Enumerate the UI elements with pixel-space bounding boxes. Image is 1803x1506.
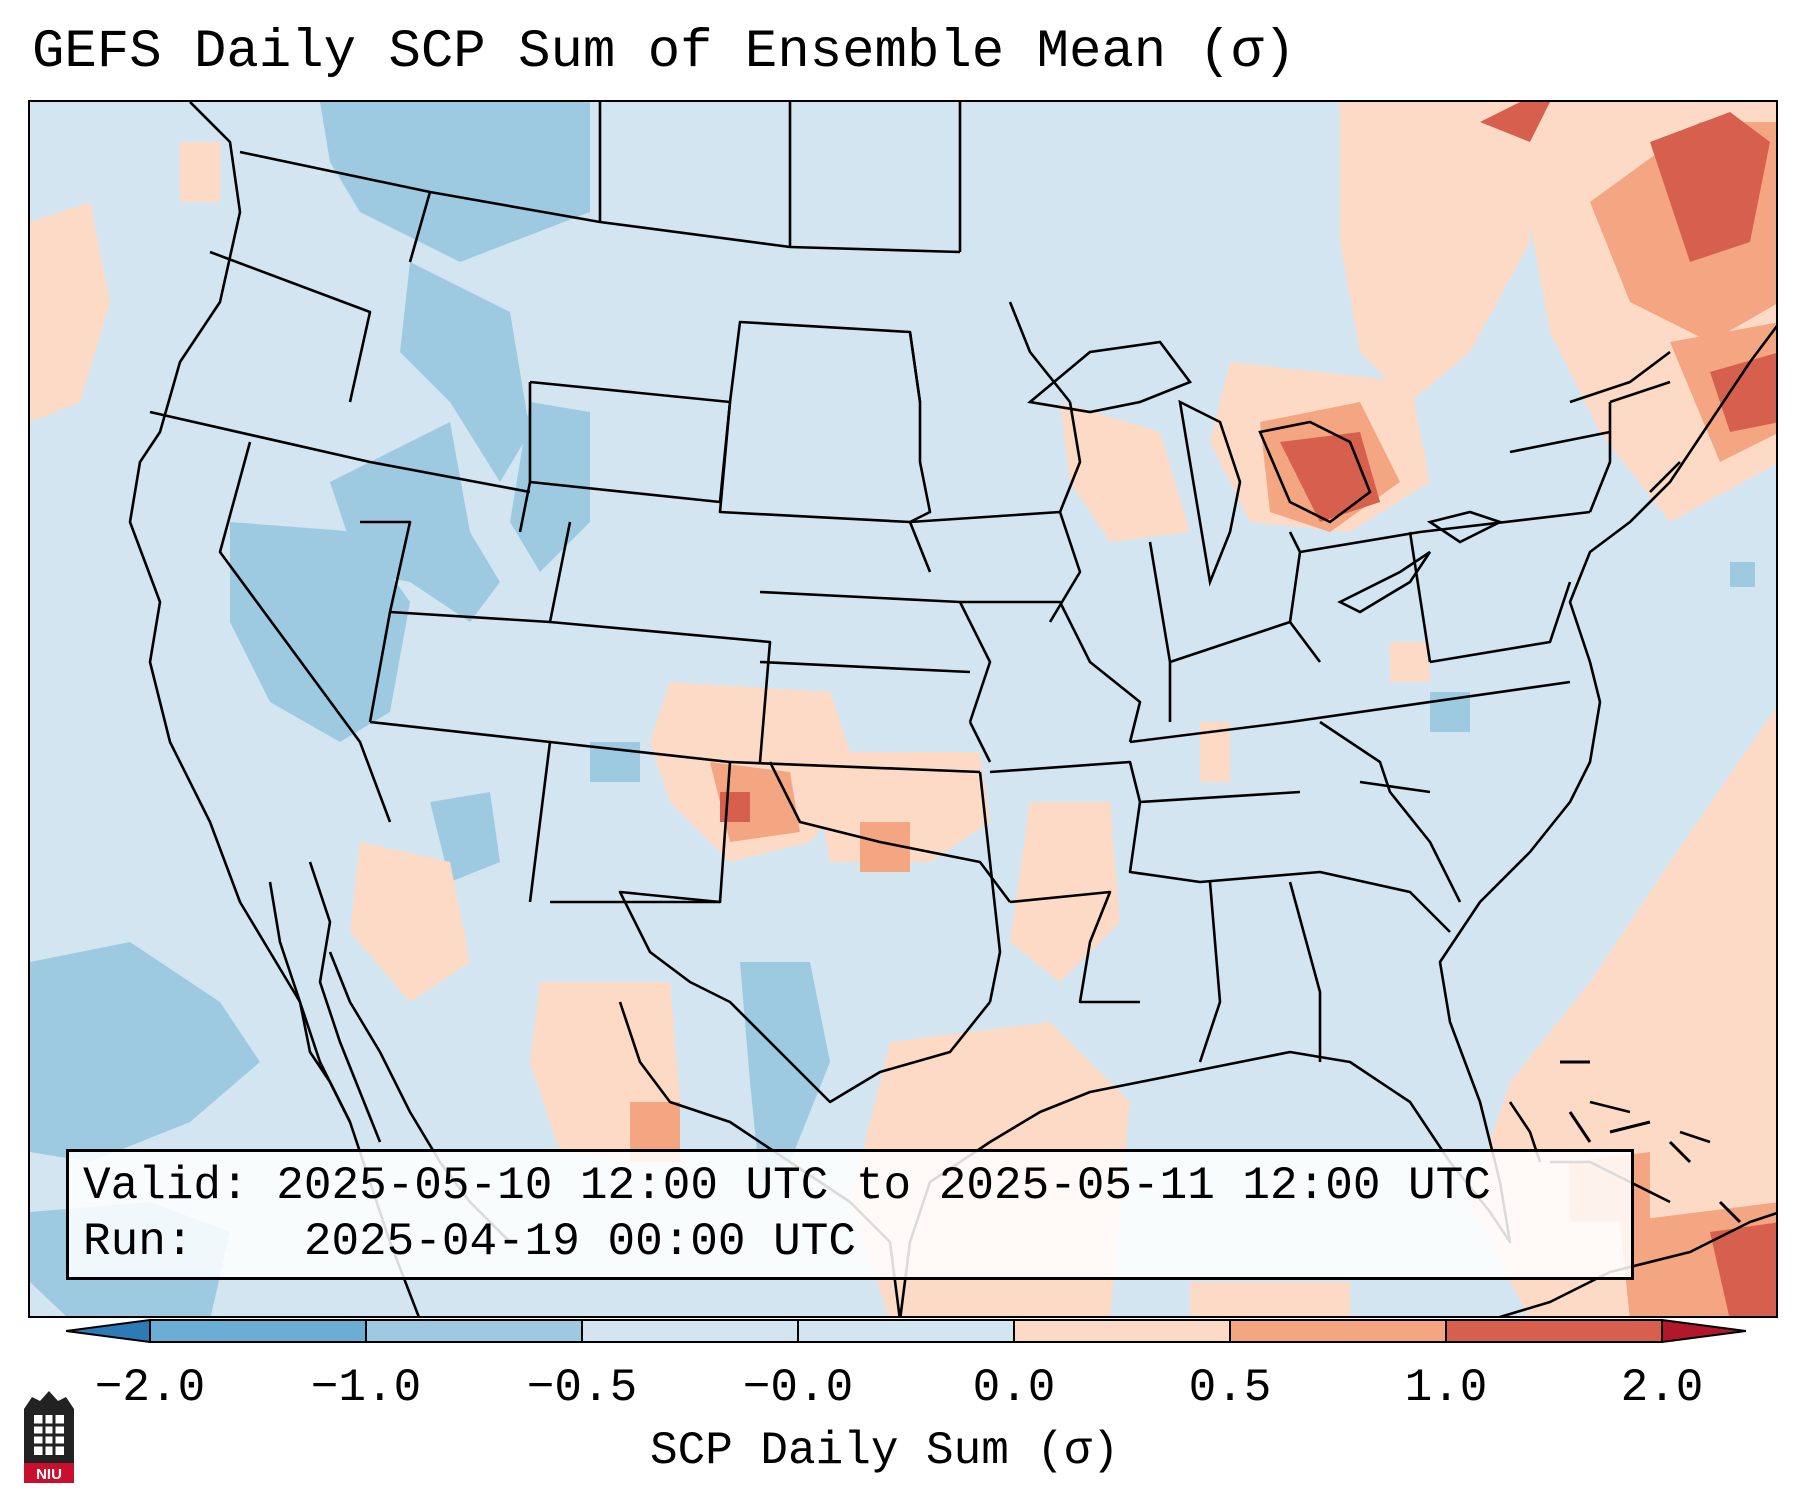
colorbar-extend-high [1661,1318,1746,1344]
baja-outline [268,861,382,1143]
colorbar-segment [1014,1320,1231,1342]
colorbar-segment [150,1320,367,1342]
run-value: 2025-04-19 00:00 UTC [303,1216,856,1268]
strong-positive-areas [720,102,1776,1316]
colorbar-segment [582,1320,799,1342]
colorbar-segment [366,1320,583,1342]
state-borders [149,102,1681,1104]
valid-value: 2025-05-10 12:00 UTC to 2025-05-11 12:00… [276,1160,1491,1212]
map-panel [28,100,1778,1318]
run-label: Run: [83,1216,194,1268]
colorbar-tick-label: −2.0 [94,1362,206,1414]
colorbar-extend-low [66,1318,151,1344]
colorbar-outline [149,1319,1663,1343]
great-lakes [1026,340,1504,614]
colorbar-tick-label: −1.0 [310,1362,422,1414]
niu-logo: NIU [24,1391,74,1483]
colorbar-label: SCP Daily Sum (σ) [650,1425,1120,1477]
conus-map [30,102,1776,1316]
colorbar-segment [1446,1320,1663,1342]
colorbar [66,1318,1746,1344]
colorbar-tick-label: 0.0 [972,1362,1056,1414]
valid-label: Valid: [83,1160,249,1212]
colorbar-tick-label: 2.0 [1620,1362,1704,1414]
logo-text: NIU [36,1466,62,1483]
colorbar-segment [798,1320,1015,1342]
colorbar-tick-label: −0.5 [526,1362,638,1414]
colorbar-segment [1230,1320,1447,1342]
colorbar-tick-label: 1.0 [1404,1362,1488,1414]
colorbar-tick-label: −0.0 [742,1362,854,1414]
map-title: GEFS Daily SCP Sum of Ensemble Mean (σ) [32,22,1296,83]
caribbean-islands [1560,1060,1742,1224]
valid-run-info-box: Valid: 2025-05-10 12:00 UTC to 2025-05-1… [66,1149,1634,1280]
colorbar-tick-label: 0.5 [1188,1362,1272,1414]
